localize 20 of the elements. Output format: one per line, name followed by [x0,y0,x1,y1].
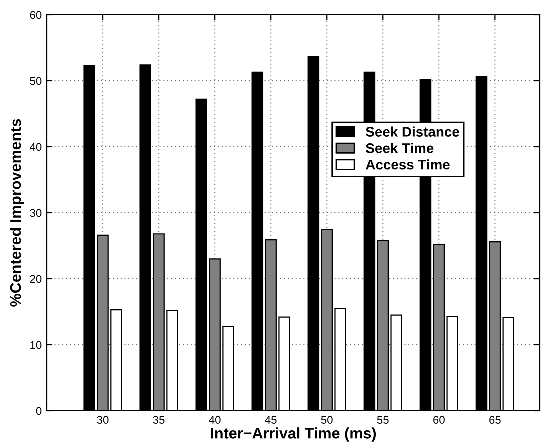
y-axis-title: %Centered Improvements [10,119,24,307]
legend-label: Seek Distance [366,126,460,137]
x-tick-label: 55 [377,416,389,424]
x-tick-label: 40 [209,416,221,424]
x-axis-title: Inter−Arrival Time (ms) [211,428,376,442]
y-tick-label: 50 [30,77,42,86]
y-tick-label: 40 [30,143,42,152]
legend-label: Seek Time [366,143,434,154]
y-tick-label: 30 [30,209,42,218]
x-tick-label: 30 [97,416,109,424]
x-tick-label: 50 [321,416,333,424]
legend-label: Access Time [366,160,450,170]
y-tick-label: 10 [30,341,42,350]
y-tick-label: 60 [30,11,42,20]
y-tick-label: 0 [36,407,42,416]
y-tick-label: 20 [30,275,42,284]
x-tick-label: 35 [153,416,165,424]
x-tick-label: 45 [265,416,277,424]
x-tick-label: 65 [490,416,501,424]
x-tick-label: 60 [434,416,445,424]
